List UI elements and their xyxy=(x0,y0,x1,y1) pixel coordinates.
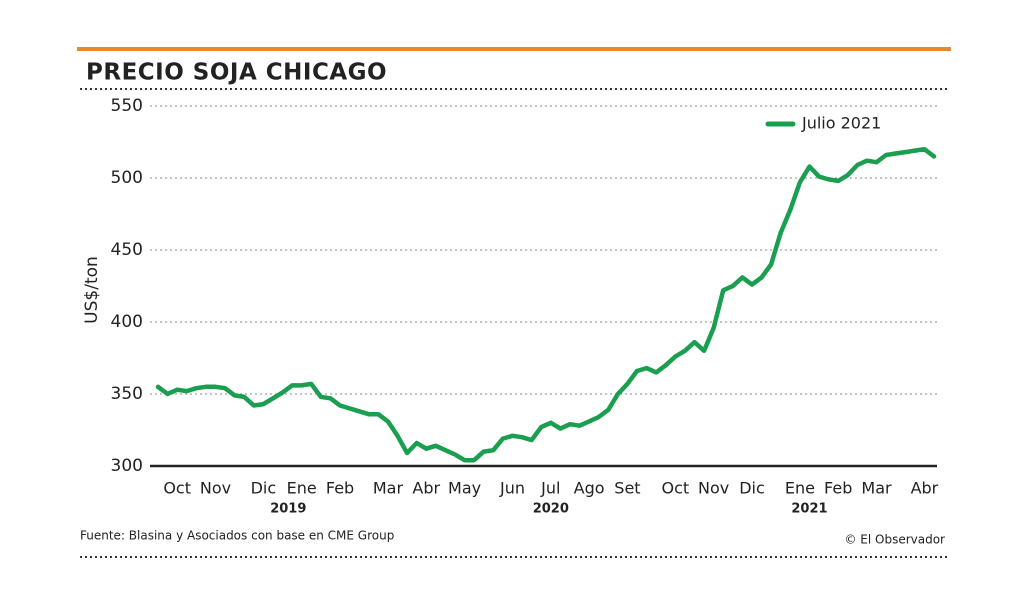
x-tick-label: May xyxy=(448,479,481,498)
year-label: 2021 xyxy=(791,502,827,517)
line-series xyxy=(155,146,937,463)
credit: © El Observador xyxy=(844,533,945,547)
x-tick-label: Oct xyxy=(163,479,191,498)
x-tick-label: Feb xyxy=(824,479,852,498)
y-tick-label: 550 xyxy=(111,96,143,116)
x-tick-label: Set xyxy=(614,479,640,498)
year-label: 2019 xyxy=(270,502,306,517)
y-tick-label: 300 xyxy=(111,456,143,476)
y-axis-label: US$/ton xyxy=(82,256,102,324)
x-tick-label: Ene xyxy=(785,479,815,498)
x-tick-label: Jun xyxy=(499,479,525,498)
year-label: 2020 xyxy=(533,502,569,517)
y-tick-label: 500 xyxy=(111,168,143,188)
x-tick-label: Mar xyxy=(373,479,404,498)
y-tick-label: 450 xyxy=(111,240,143,260)
x-tick-label: Jul xyxy=(540,479,560,498)
x-tick-label: Ene xyxy=(287,479,317,498)
x-tick-label: Dic xyxy=(251,479,277,498)
x-tick-label: Dic xyxy=(739,479,765,498)
y-tick-label: 350 xyxy=(111,384,143,404)
x-tick-label: Mar xyxy=(861,479,892,498)
legend-label: Julio 2021 xyxy=(801,114,881,133)
x-tick-label: Nov xyxy=(698,479,729,498)
y-tick-label: 400 xyxy=(111,312,143,332)
source: Fuente: Blasina y Asociados con base en … xyxy=(80,529,394,543)
x-tick-label: Ago xyxy=(574,479,605,498)
x-tick-label: Nov xyxy=(200,479,231,498)
x-tick-label: Feb xyxy=(326,479,354,498)
x-tick-label: Oct xyxy=(661,479,689,498)
chart-title: PRECIO SOJA CHICAGO xyxy=(86,60,387,86)
x-tick-label: Abr xyxy=(412,479,440,498)
x-tick-label: Abr xyxy=(911,479,939,498)
